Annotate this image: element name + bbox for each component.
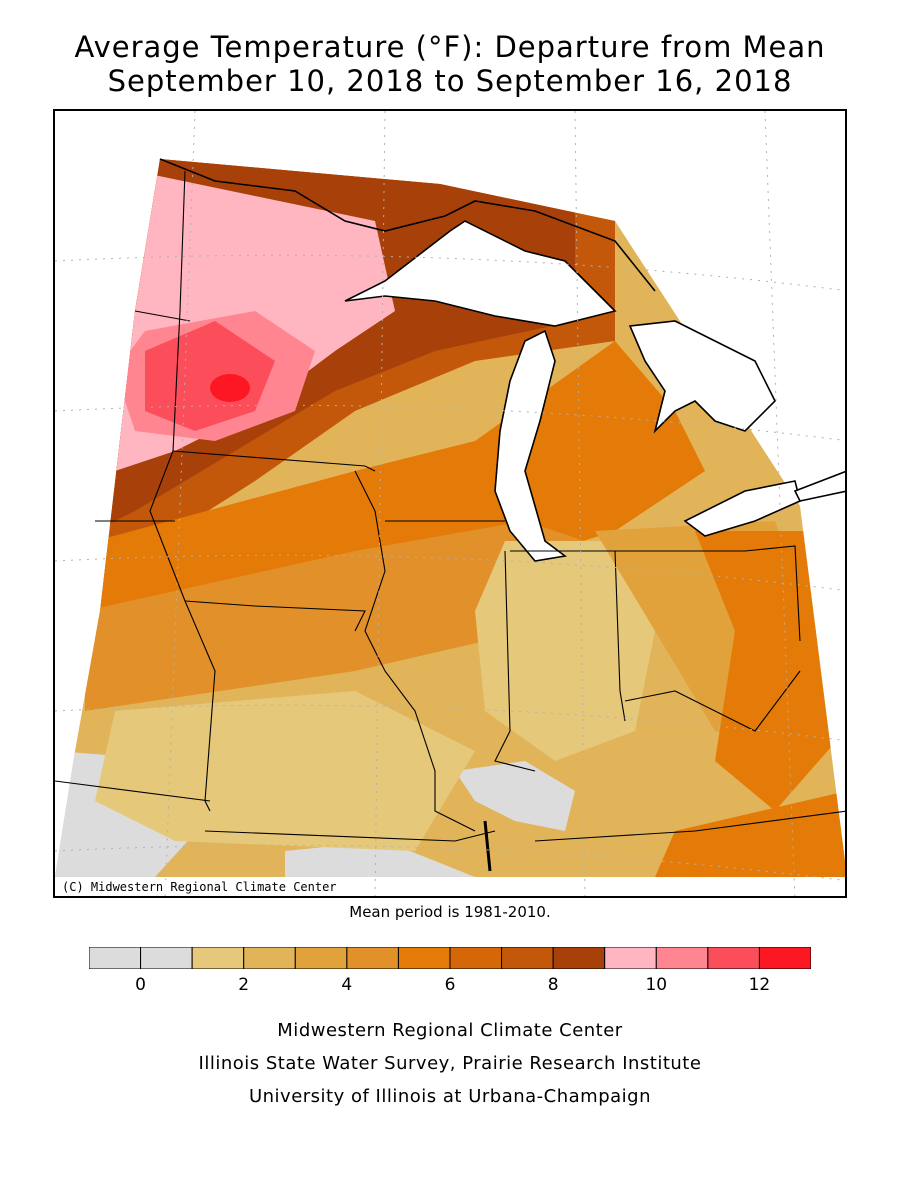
lake-michigan (494, 329, 567, 562)
legend-bin (140, 947, 193, 969)
lake-huron (628, 320, 776, 434)
legend-bin (294, 947, 348, 969)
legend-bin (449, 947, 503, 969)
map-date-range: September 10, 2018 to September 16, 2018 (107, 64, 793, 98)
legend-tick-label: 8 (547, 975, 559, 995)
legend-tick-label: 4 (341, 975, 353, 995)
mean-period-note: Mean period is 1981-2010. (349, 903, 551, 921)
legend-tick-label: 0 (135, 975, 146, 995)
legend-bin (707, 947, 760, 969)
legend-tick-label: 2 (238, 975, 250, 995)
color-legend (89, 947, 811, 969)
legend-bin (243, 947, 296, 969)
legend-tick-label: 6 (444, 975, 456, 995)
legend-bin (655, 947, 709, 969)
map-title: Average Temperature (°F): Departure from… (74, 30, 826, 64)
legend-bin (501, 947, 554, 969)
footer-org: Midwestern Regional Climate Center (277, 1020, 623, 1041)
great-lakes (344, 220, 845, 562)
lake-ontario (793, 470, 845, 502)
legend-tick-label: 12 (748, 975, 771, 995)
legend-tick-label: 10 (645, 975, 668, 995)
temperature-departure-map: (C) Midwestern Regional Climate Center (53, 109, 847, 898)
legend-bin (191, 947, 245, 969)
state-borders (55, 170, 845, 842)
footer-university: University of Illinois at Urbana-Champai… (248, 1086, 652, 1107)
legend-bin (89, 947, 142, 969)
legend-bin (552, 947, 606, 969)
copyright-label: (C) Midwestern Regional Climate Center (59, 880, 340, 894)
mississippi-river-segment (483, 820, 492, 872)
legend-bin (397, 947, 451, 969)
legend-bin (604, 947, 657, 969)
canada-border (159, 158, 656, 292)
legend-bin (758, 947, 811, 969)
lake-superior (344, 220, 617, 327)
graticule (55, 111, 845, 896)
legend-bin (346, 947, 399, 969)
footer-survey: Illinois State Water Survey, Prairie Res… (198, 1053, 702, 1074)
